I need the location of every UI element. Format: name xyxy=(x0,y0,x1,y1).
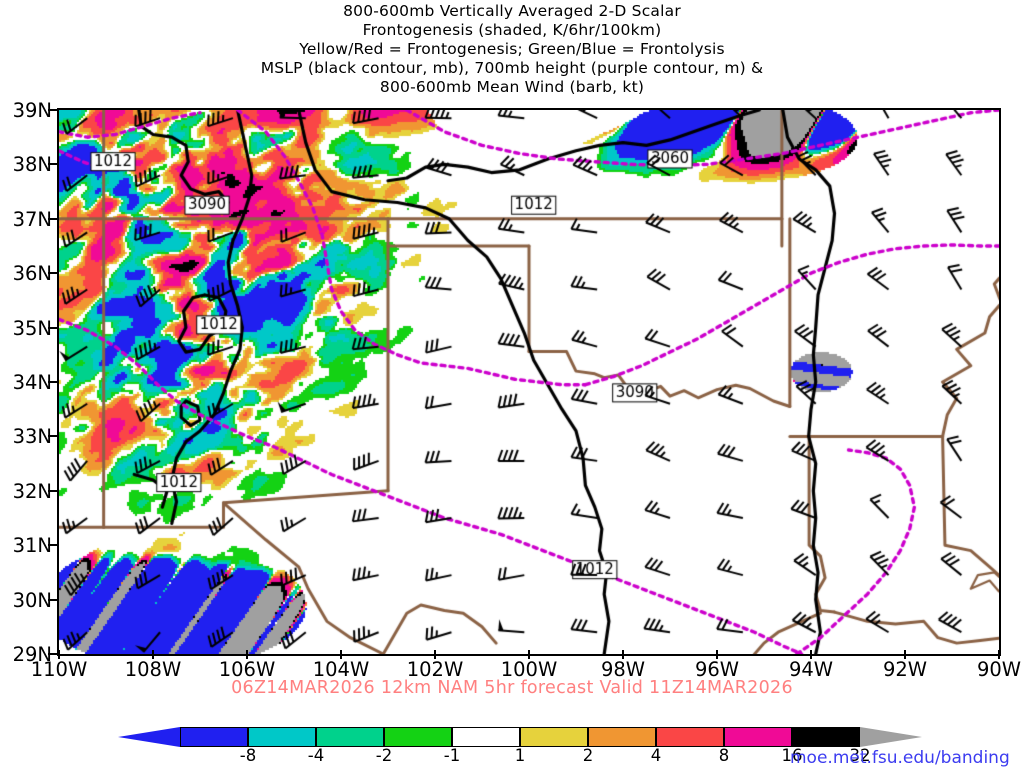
chart-title-block: 800-600mb Vertically Averaged 2-D Scalar… xyxy=(0,2,1024,97)
site-watermark: moe.met.fsu.edu/banding xyxy=(790,748,1010,768)
title-line-2: Frontogenesis (shaded, K/6hr/100km) xyxy=(362,21,662,39)
y-axis-label: 38N xyxy=(12,153,52,177)
colorbar-segment xyxy=(792,727,860,747)
frontogenesis-field-canvas xyxy=(59,110,999,654)
colorbar-segment xyxy=(656,727,724,747)
y-axis-label: 29N xyxy=(12,643,52,666)
x-axis-label: 98W xyxy=(600,658,646,681)
y-axis-label: 33N xyxy=(12,425,52,449)
x-axis-tick xyxy=(340,650,342,659)
x-axis-label: 110W xyxy=(30,658,88,681)
x-axis-tick xyxy=(246,650,248,659)
y-axis-label: 39N xyxy=(12,99,52,122)
x-axis-label: 104W xyxy=(312,658,370,681)
colorbar-tick-label: 8 xyxy=(718,746,730,765)
y-axis-tick xyxy=(48,489,57,492)
forecast-valid-caption: 06Z14MAR2026 12km NAM 5hr forecast Valid… xyxy=(231,678,793,698)
x-axis-tick xyxy=(810,650,812,659)
y-axis-tick xyxy=(48,109,57,111)
colorbar-segment xyxy=(520,727,588,747)
y-axis-tick xyxy=(48,598,57,601)
colorbar-segment xyxy=(452,727,520,747)
y-axis-label: 32N xyxy=(12,479,52,503)
colorbar-segment xyxy=(248,727,316,747)
y-axis-tick xyxy=(48,653,57,655)
colorbar-tick-label: -1 xyxy=(443,746,461,765)
colorbar-segment xyxy=(180,727,248,747)
y-axis-tick xyxy=(48,435,57,438)
x-axis-tick xyxy=(904,650,906,659)
x-axis-tick xyxy=(622,650,624,659)
y-axis-tick xyxy=(48,163,57,166)
x-axis-label: 108W xyxy=(124,658,182,681)
y-axis-label: 36N xyxy=(12,262,52,286)
x-axis-tick xyxy=(152,650,154,659)
colorbar xyxy=(118,727,922,747)
colorbar-tick-label: 1 xyxy=(514,746,526,765)
y-axis-label: 35N xyxy=(12,316,52,340)
x-axis-tick xyxy=(528,650,530,659)
colorbar-over-arrow xyxy=(860,727,922,747)
colorbar-tick-label: -8 xyxy=(239,746,257,765)
x-axis-tick xyxy=(58,650,60,659)
colorbar-under-arrow xyxy=(118,727,180,747)
colorbar-segment xyxy=(384,727,452,747)
colorbar-segment xyxy=(588,727,656,747)
colorbar-tick-label: 16 xyxy=(781,746,803,765)
colorbar-tick-label: 32 xyxy=(849,746,871,765)
colorbar-tick-label: 4 xyxy=(650,746,662,765)
colorbar-tick-label: 2 xyxy=(582,746,594,765)
x-axis-label: 92W xyxy=(882,658,928,681)
x-axis-tick xyxy=(434,650,436,659)
y-axis-tick xyxy=(48,381,57,383)
title-line-1: 800-600mb Vertically Averaged 2-D Scalar xyxy=(343,2,681,20)
colorbar-tick-label: -4 xyxy=(307,746,325,765)
y-axis-tick xyxy=(48,326,57,329)
title-line-4: MSLP (black contour, mb), 700mb height (… xyxy=(260,59,764,77)
y-axis-label: 34N xyxy=(12,371,52,394)
x-axis-label: 102W xyxy=(406,658,464,681)
colorbar-tick-label: -2 xyxy=(375,746,393,765)
x-axis-tick xyxy=(998,650,1000,659)
x-axis-label: 90W xyxy=(976,658,1022,681)
map-plot-area[interactable] xyxy=(57,108,1001,656)
colorbar-segment xyxy=(316,727,384,747)
x-axis-tick xyxy=(716,650,718,659)
title-line-5: 800-600mb Mean Wind (barb, kt) xyxy=(379,78,645,96)
colorbar-segment xyxy=(724,727,792,747)
y-axis-label: 30N xyxy=(12,588,52,612)
y-axis-tick xyxy=(48,272,57,275)
y-axis-label: 37N xyxy=(12,207,52,231)
x-axis-label: 96W xyxy=(694,658,740,681)
x-axis-label: 100W xyxy=(500,658,558,681)
x-axis-label: 94W xyxy=(788,658,834,681)
x-axis-label: 106W xyxy=(218,658,276,681)
y-axis-tick xyxy=(48,217,57,220)
title-line-3: Yellow/Red = Frontogenesis; Green/Blue =… xyxy=(299,40,725,58)
y-axis-tick xyxy=(48,544,57,547)
y-axis-label: 31N xyxy=(12,534,52,558)
